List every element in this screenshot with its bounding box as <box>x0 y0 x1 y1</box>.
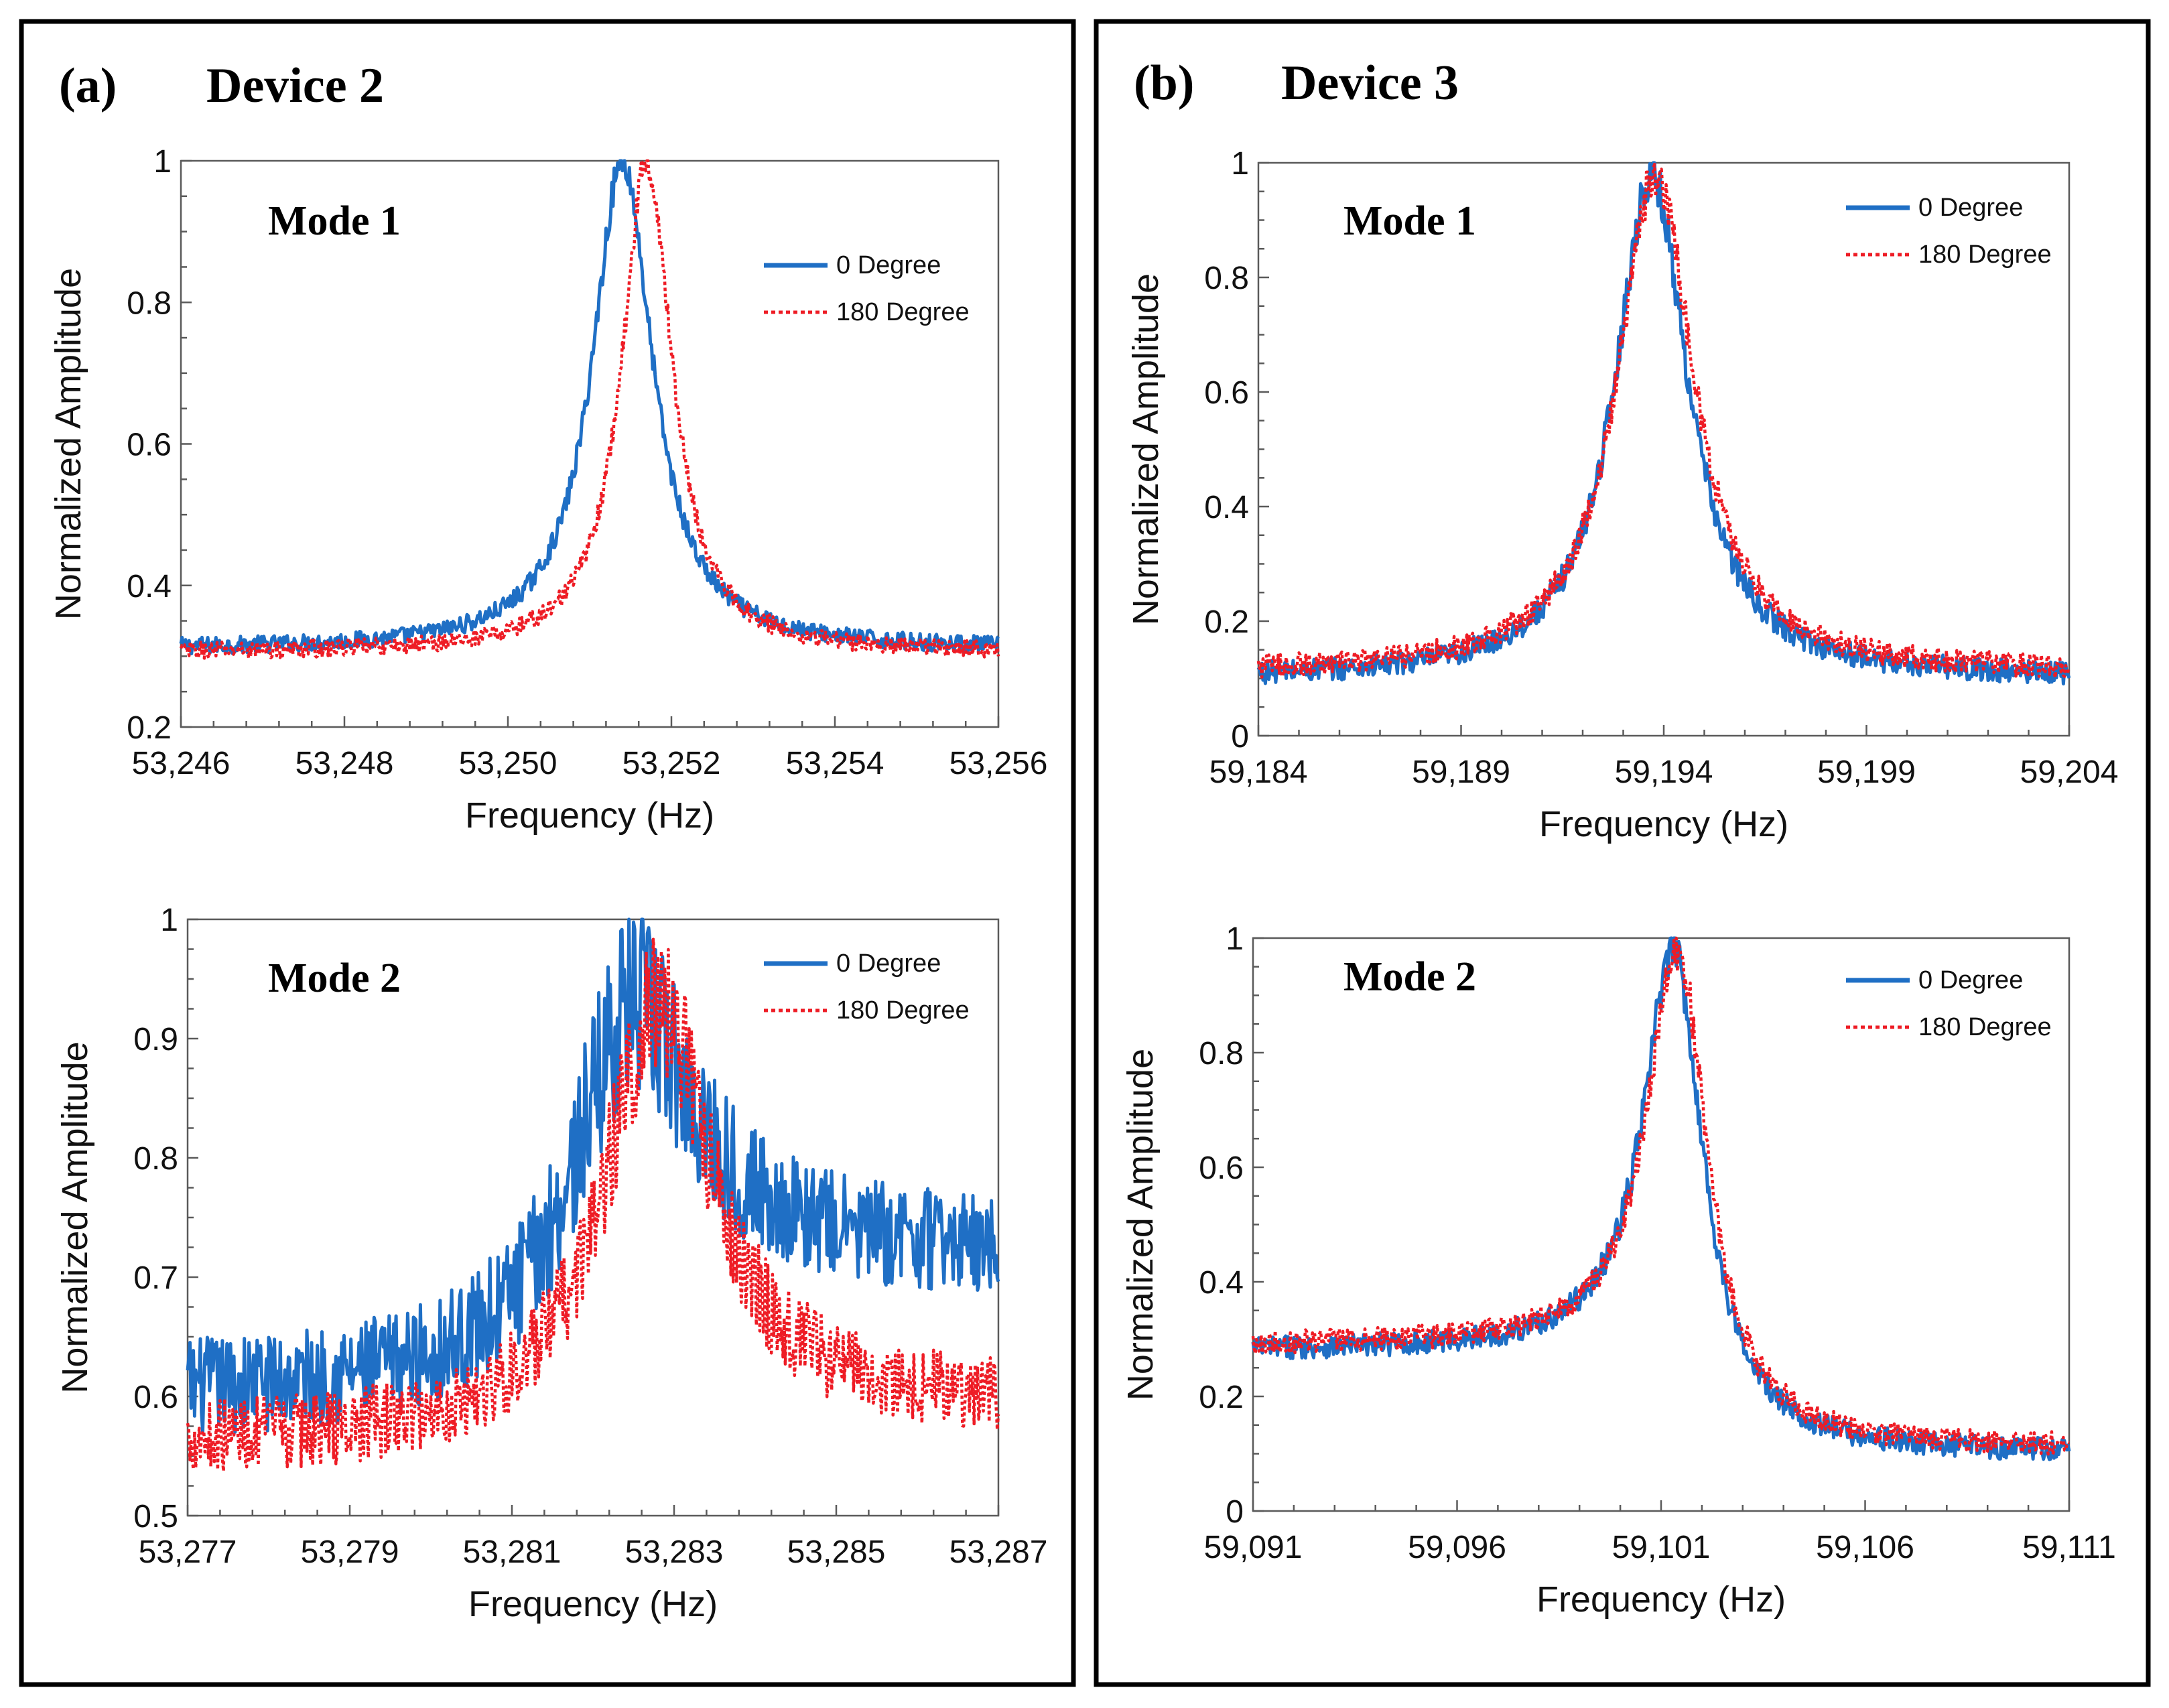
legend-label: 0 Degree <box>836 251 941 279</box>
chart-device3-mode1: 0 0.2 0.4 0.6 0.8 1 59,184 59,189 59,194 59,199 59… <box>1126 146 2118 844</box>
mode-label: Mode 2 <box>268 956 401 1001</box>
x-tick-label: 53,279 <box>301 1534 399 1570</box>
y-tick-label: 0.4 <box>1204 490 1249 525</box>
y-axis-title: Normalized Amplitude <box>55 1041 95 1393</box>
x-tick-label: 59,106 <box>1816 1530 1914 1565</box>
x-axis-title: Frequency (Hz) <box>465 795 714 836</box>
x-tick-label: 59,189 <box>1412 754 1510 790</box>
y-tick-label: 0.4 <box>127 569 172 604</box>
y-tick-label: 0.6 <box>1199 1151 1244 1186</box>
x-tick-label: 53,277 <box>139 1534 237 1570</box>
x-tick-label: 53,246 <box>132 746 231 781</box>
chart-device2-mode2: 0.5 0.6 0.7 0.8 0.9 1 53,277 53,279 53,281 53,283… <box>55 903 1047 1624</box>
legend-label: 180 Degree <box>836 996 970 1025</box>
x-tick-label: 59,101 <box>1612 1530 1711 1565</box>
x-tick-label: 53,281 <box>463 1534 562 1570</box>
y-tick-label: 0.8 <box>133 1141 178 1177</box>
panel-b-frame <box>1094 19 2151 1687</box>
x-tick-label: 59,111 <box>2022 1530 2116 1565</box>
series-line-180-degree <box>186 937 1000 1473</box>
mode-label: Mode 1 <box>268 198 401 244</box>
x-axis-title: Frequency (Hz) <box>1536 1579 1786 1620</box>
y-tick-label: 0.8 <box>1204 261 1249 296</box>
panel-b-title: Device 3 <box>1281 56 1459 111</box>
y-tick-label: 0.7 <box>133 1260 178 1296</box>
y-tick-label: 0.9 <box>133 1022 178 1057</box>
y-axis-title: Normalized Amplitude <box>1126 273 1166 625</box>
panel-a-frame <box>19 19 1076 1687</box>
legend-label: 180 Degree <box>1918 1013 2052 1041</box>
x-tick-label: 53,248 <box>295 746 394 781</box>
x-tick-label: 59,184 <box>1209 754 1308 790</box>
y-tick-label: 0.2 <box>127 710 172 746</box>
x-tick-label: 53,283 <box>625 1534 724 1570</box>
legend-label: 0 Degree <box>1918 194 2023 222</box>
x-tick-label: 53,256 <box>949 746 1048 781</box>
x-tick-label: 53,250 <box>459 746 557 781</box>
y-tick-label: 0.6 <box>1204 375 1249 411</box>
y-tick-label: 1 <box>153 144 172 180</box>
x-tick-label: 53,254 <box>786 746 884 781</box>
panel-b-label: (b) <box>1134 56 1194 111</box>
mode-label: Mode 1 <box>1343 198 1476 244</box>
chart-device3-mode2: 0 0.2 0.4 0.6 0.8 1 59,091 59,096 59,101 59,106 59… <box>1120 921 2116 1620</box>
legend-label: 0 Degree <box>1918 966 2023 994</box>
y-axis-title: Normalized Amplitude <box>1120 1049 1161 1400</box>
y-tick-label: 0.6 <box>127 428 172 463</box>
x-tick-label: 59,091 <box>1204 1530 1303 1565</box>
panel-a-label: (a) <box>59 58 117 113</box>
y-tick-label: 0.8 <box>1199 1036 1244 1071</box>
y-tick-label: 0 <box>1226 1494 1244 1530</box>
x-tick-label: 59,204 <box>2020 754 2119 790</box>
y-tick-label: 0.6 <box>133 1380 178 1415</box>
y-tick-label: 0 <box>1231 719 1249 754</box>
series-line-180-degree <box>1251 936 2070 1456</box>
y-tick-label: 0.5 <box>133 1499 178 1534</box>
y-tick-label: 0.2 <box>1199 1380 1244 1415</box>
mode-label: Mode 2 <box>1343 954 1476 1000</box>
x-axis-title: Frequency (Hz) <box>1539 804 1788 844</box>
legend-label: 180 Degree <box>1918 241 2052 269</box>
y-tick-label: 0.4 <box>1199 1265 1244 1301</box>
y-tick-label: 1 <box>160 903 178 938</box>
legend-label: 0 Degree <box>836 949 941 978</box>
series-line-180-degree <box>179 159 1000 660</box>
x-tick-label: 59,199 <box>1817 754 1916 790</box>
x-tick-label: 59,194 <box>1615 754 1713 790</box>
x-tick-label: 53,285 <box>787 1534 886 1570</box>
chart-device2-mode1: 0.2 0.4 0.6 0.8 1 53,246 53,248 53,250 53,252 53,… <box>48 144 1047 836</box>
x-tick-label: 59,096 <box>1408 1530 1506 1565</box>
series-line-180-degree <box>1256 163 2071 679</box>
series-line-0-degree <box>179 159 1000 655</box>
y-tick-label: 0.2 <box>1204 604 1249 640</box>
x-axis-title: Frequency (Hz) <box>468 1584 718 1624</box>
y-tick-label: 1 <box>1226 921 1244 957</box>
legend-label: 180 Degree <box>836 298 970 326</box>
y-axis-title: Normalized Amplitude <box>48 268 88 620</box>
y-tick-label: 0.8 <box>127 285 172 321</box>
y-tick-label: 1 <box>1231 146 1249 182</box>
series-line-0-degree <box>186 917 1000 1434</box>
panel-a-title: Device 2 <box>206 58 384 113</box>
x-tick-label: 53,252 <box>622 746 721 781</box>
x-tick-label: 53,287 <box>949 1534 1048 1570</box>
